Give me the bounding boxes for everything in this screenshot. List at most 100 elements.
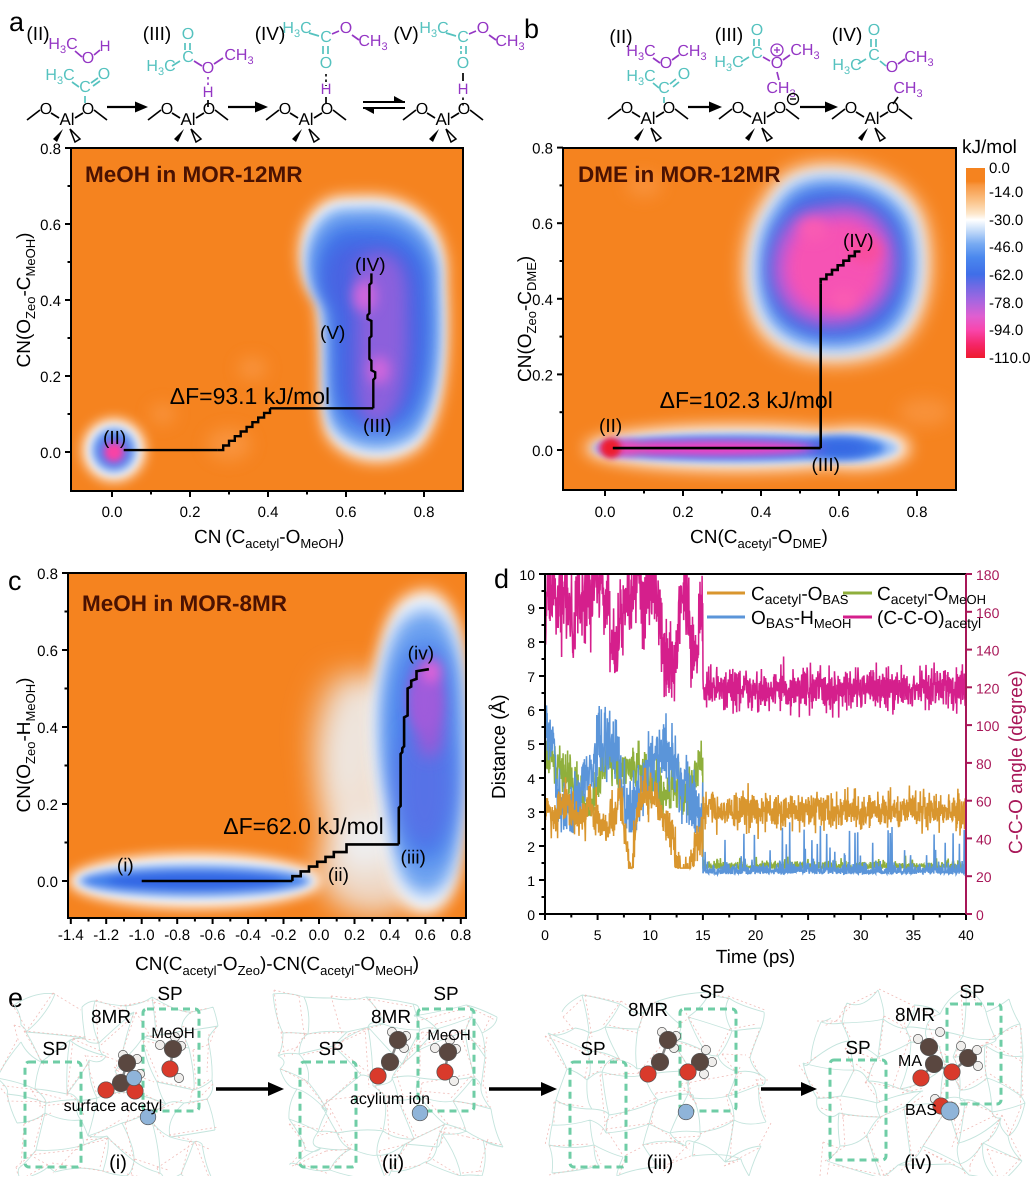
- svg-text:0.0: 0.0: [309, 927, 330, 944]
- svg-text:0: 0: [976, 907, 984, 923]
- svg-text:H3C: H3C: [419, 20, 448, 40]
- svg-text:C: C: [868, 47, 880, 64]
- svg-text:(III): (III): [143, 24, 172, 45]
- svg-text:0: 0: [527, 907, 535, 923]
- svg-text:Al: Al: [298, 110, 313, 129]
- svg-text:BAS: BAS: [905, 1102, 937, 1119]
- svg-text:kJ/mol: kJ/mol: [962, 137, 1017, 158]
- svg-text:H: H: [203, 84, 214, 101]
- svg-text:0.8: 0.8: [532, 141, 553, 158]
- svg-text:O: O: [868, 22, 880, 39]
- svg-text:SP: SP: [699, 982, 724, 1003]
- svg-text:(iv): (iv): [904, 1152, 932, 1174]
- svg-text:C: C: [658, 80, 670, 97]
- svg-text:1: 1: [527, 873, 535, 889]
- svg-text:O: O: [203, 101, 215, 118]
- svg-text:Cacetyl-OMeOH: Cacetyl-OMeOH: [877, 584, 986, 607]
- svg-text:0.6: 0.6: [415, 927, 436, 944]
- svg-text:b: b: [524, 14, 539, 44]
- svg-text:CN (Cacetyl-OMeOH): CN (Cacetyl-OMeOH): [194, 527, 344, 551]
- svg-text:O: O: [202, 60, 214, 77]
- svg-text:O: O: [477, 20, 489, 37]
- svg-text:surface acetyl: surface acetyl: [64, 1098, 163, 1115]
- svg-text:0: 0: [541, 927, 549, 943]
- svg-text:0.8: 0.8: [450, 927, 471, 944]
- svg-text:20: 20: [976, 869, 992, 885]
- svg-text:8MR: 8MR: [895, 1005, 935, 1026]
- svg-text:100: 100: [976, 718, 1000, 734]
- svg-text:(III): (III): [363, 416, 392, 437]
- svg-text:15: 15: [695, 927, 711, 943]
- svg-text:(i): (i): [109, 1152, 127, 1174]
- svg-text:O: O: [82, 101, 94, 118]
- svg-text:O: O: [621, 100, 633, 117]
- svg-text:0.0: 0.0: [532, 443, 553, 460]
- svg-text:H3C: H3C: [832, 57, 861, 77]
- svg-text:-30.0: -30.0: [989, 212, 1023, 229]
- svg-text:(i): (i): [117, 855, 134, 876]
- svg-text:9: 9: [527, 601, 535, 617]
- svg-text:(ii): (ii): [328, 865, 349, 886]
- svg-text:O: O: [774, 100, 786, 117]
- svg-text:H3C: H3C: [626, 43, 655, 63]
- svg-text:SP: SP: [42, 1039, 67, 1060]
- svg-text:ΔF=62.0 kJ/mol: ΔF=62.0 kJ/mol: [223, 813, 383, 839]
- svg-text:(iv): (iv): [408, 644, 434, 665]
- svg-text:SP: SP: [580, 1039, 605, 1060]
- svg-text:O: O: [320, 55, 332, 72]
- svg-text:8MR: 8MR: [628, 1000, 668, 1021]
- svg-text:0.0: 0.0: [102, 504, 123, 521]
- svg-text:CH3: CH3: [224, 47, 253, 67]
- svg-text:CN(Cacetyl-ODME): CN(Cacetyl-ODME): [690, 527, 828, 551]
- svg-text:CN(OZeo-CDME): CN(OZeo-CDME): [515, 256, 539, 382]
- svg-text:ΔF=102.3 kJ/mol: ΔF=102.3 kJ/mol: [660, 387, 833, 413]
- svg-text:SP: SP: [433, 984, 458, 1005]
- svg-text:O: O: [457, 55, 469, 72]
- svg-text:O: O: [887, 100, 899, 117]
- svg-text:O: O: [182, 26, 194, 43]
- svg-text:O: O: [416, 101, 428, 118]
- svg-text:C: C: [79, 79, 91, 96]
- svg-text:e: e: [8, 983, 23, 1013]
- svg-text:MeOH: MeOH: [151, 1025, 194, 1042]
- svg-text:0.2: 0.2: [37, 797, 58, 814]
- svg-text:0.6: 0.6: [37, 643, 58, 660]
- svg-text:Al: Al: [435, 110, 450, 129]
- svg-text:10: 10: [642, 927, 658, 943]
- svg-text:0.2: 0.2: [40, 369, 61, 386]
- svg-text:160: 160: [976, 605, 1000, 621]
- svg-text:5: 5: [527, 737, 535, 753]
- svg-text:0.2: 0.2: [673, 504, 694, 521]
- svg-text:0.6: 0.6: [40, 217, 61, 234]
- svg-text:0.4: 0.4: [532, 292, 553, 309]
- svg-text:0.2: 0.2: [180, 504, 201, 521]
- svg-text:(II): (II): [103, 428, 126, 449]
- svg-text:O: O: [678, 66, 690, 83]
- svg-text:-62.0: -62.0: [989, 267, 1023, 284]
- svg-text:C: C: [320, 29, 332, 46]
- svg-text:C: C: [751, 45, 763, 62]
- svg-text:SP: SP: [318, 1039, 343, 1060]
- svg-text:H: H: [321, 81, 332, 98]
- svg-text:(iii): (iii): [647, 1152, 674, 1174]
- svg-text:0.8: 0.8: [414, 504, 435, 521]
- svg-text:8: 8: [527, 635, 535, 651]
- svg-text:(IV): (IV): [255, 24, 286, 45]
- svg-text:-1.4: -1.4: [58, 927, 84, 944]
- svg-text:C: C: [457, 29, 469, 46]
- svg-text:Al: Al: [180, 110, 195, 129]
- svg-text:-78.0: -78.0: [989, 295, 1023, 312]
- svg-text:0.4: 0.4: [40, 293, 61, 310]
- svg-text:Al: Al: [59, 110, 74, 129]
- svg-text:0.6: 0.6: [829, 504, 850, 521]
- svg-text:a: a: [9, 7, 25, 37]
- svg-text:MeOH in MOR-12MR: MeOH in MOR-12MR: [85, 162, 303, 187]
- svg-text:C: C: [182, 49, 194, 66]
- svg-text:35: 35: [906, 927, 922, 943]
- svg-text:O: O: [771, 55, 783, 72]
- svg-text:(V): (V): [320, 323, 345, 344]
- svg-text:CH3: CH3: [358, 33, 387, 53]
- svg-text:H3C: H3C: [626, 68, 655, 88]
- svg-text:0.2: 0.2: [532, 367, 553, 384]
- svg-text:-46.0: -46.0: [989, 239, 1023, 256]
